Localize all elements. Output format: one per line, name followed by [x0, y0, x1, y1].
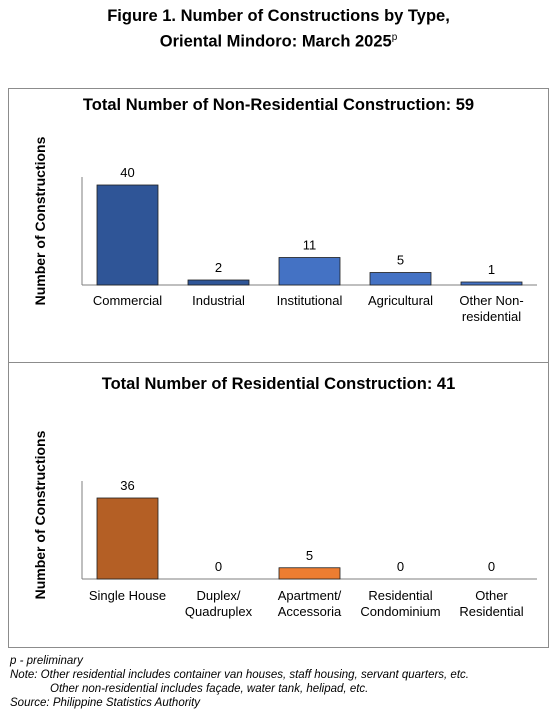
figure-title-line2-text: Oriental Mindoro: March 2025: [159, 32, 392, 51]
nonresidential-bar: [278, 257, 341, 286]
residential-bar-chart: Number of Constructions 36 Single House 0 Du…: [32, 430, 537, 619]
nonresidential-bar-chart: Number of Constructions 40 Commercial 2 Indu…: [32, 136, 537, 324]
residential-data-label: 0: [215, 559, 222, 574]
residential-panel: Total Number of Residential Construction…: [9, 363, 548, 647]
note-line-1: Note: Other residential includes contain…: [10, 669, 469, 681]
residential-category-label: Residential: [459, 604, 523, 619]
figure-title: Figure 1. Number of Constructions by Typ…: [0, 6, 557, 53]
nonresidential-bar: [369, 272, 432, 286]
nonresidential-y-axis-label: Number of Constructions: [32, 136, 48, 305]
nonresidential-bar: [187, 279, 250, 286]
nonresidential-chart-title: Total Number of Non-Residential Construc…: [82, 96, 475, 114]
nonresidential-category-label: Commercial: [93, 293, 162, 308]
nonresidential-bar: [96, 184, 159, 286]
residential-data-label: 0: [488, 559, 495, 574]
nonresidential-data-label: 2: [215, 260, 222, 275]
residential-bar: [96, 497, 159, 580]
residential-data-label: 36: [120, 478, 134, 493]
residential-category-label: Other: [475, 588, 508, 603]
nonresidential-category-label: Industrial: [192, 293, 245, 308]
residential-category-label: Duplex/: [196, 588, 240, 603]
nonresidential-category-label: Institutional: [277, 293, 343, 308]
residential-data-label: 0: [397, 559, 404, 574]
residential-y-axis-label: Number of Constructions: [32, 430, 48, 599]
nonresidential-data-label: 1: [488, 262, 495, 277]
residential-category-label: Single House: [89, 588, 166, 603]
nonresidential-data-label: 5: [397, 253, 404, 268]
nonresidential-category-label: Agricultural: [368, 293, 433, 308]
residential-category-label: Residential: [368, 588, 432, 603]
figure-title-line2: Oriental Mindoro: March 2025p: [0, 27, 557, 53]
panel-divider: [8, 362, 549, 363]
residential-category-label: Apartment/: [278, 588, 342, 603]
residential-category-label: Condominium: [360, 604, 440, 619]
nonresidential-category-label: residential: [462, 309, 521, 324]
figure-title-superscript: p: [391, 32, 398, 43]
source-note: Source: Philippine Statistics Authority: [10, 697, 201, 709]
figure-title-line1: Figure 1. Number of Constructions by Typ…: [107, 7, 450, 25]
nonresidential-data-label: 11: [303, 238, 317, 253]
figure-footer: p - preliminary Note: Other residential …: [10, 654, 550, 710]
chart-frame: [8, 88, 549, 648]
residential-chart-title: Total Number of Residential Construction…: [101, 375, 456, 393]
nonresidential-data-label: 40: [120, 165, 134, 180]
residential-category-label: Accessoria: [278, 604, 342, 619]
nonresidential-bar: [460, 281, 523, 286]
residential-data-label: 5: [306, 548, 313, 563]
residential-bar: [278, 567, 341, 580]
nonresidential-category-label: Other Non-: [459, 293, 523, 308]
note-line-2: Other non-residential includes façade, w…: [50, 683, 369, 695]
preliminary-note: p - preliminary: [10, 655, 83, 667]
nonresidential-panel: Total Number of Non-Residential Construc…: [9, 89, 548, 362]
residential-category-label: Quadruplex: [185, 604, 253, 619]
